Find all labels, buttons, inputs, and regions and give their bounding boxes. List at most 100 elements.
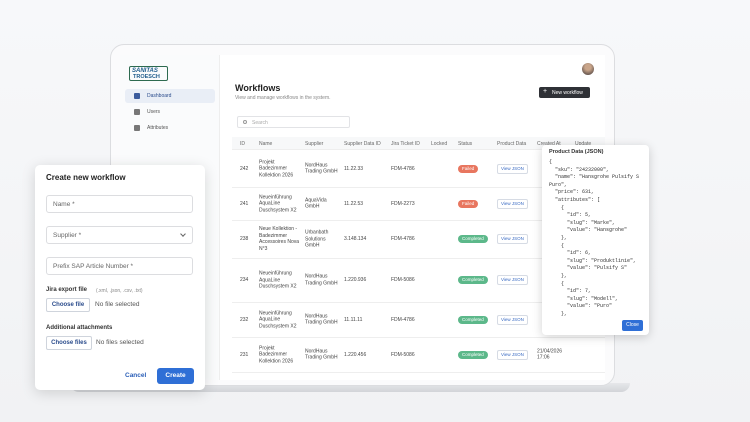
cell-supplier-data-id: 11.22.53 [344, 200, 364, 207]
cell-jira-ticket-id: FDM-4786 [391, 165, 415, 172]
json-line: "value": "Puro" [549, 303, 613, 310]
cell-name: Neueinführung AquaLine Duschsystem X2 [259, 270, 297, 290]
json-line: "price": 631, [549, 189, 595, 196]
button-label: New workflow [552, 90, 583, 96]
table-header [232, 137, 605, 150]
cell-name: Projekt Badezimmer Kollektion 2026 [259, 344, 294, 364]
status-badge: Completed [458, 235, 488, 243]
view-json-button[interactable]: View JSON [497, 234, 528, 244]
cell-id: 234 [240, 276, 249, 283]
column-header: Status [458, 141, 473, 147]
cell-supplier-data-id: 11.22.33 [344, 165, 364, 172]
column-header: Locked [431, 141, 448, 147]
json-line: "id": 5, [549, 212, 592, 219]
status-badge: Completed [458, 276, 488, 284]
nav-item[interactable]: Dashboard [125, 89, 215, 103]
field-label: Jira export file [46, 287, 88, 293]
search-icon [243, 120, 247, 124]
input-field[interactable]: Prefix SAP Article Number * [46, 257, 193, 275]
logo: SANITAS TROESCH [129, 66, 168, 81]
choose-file-button[interactable]: Choose file [46, 298, 90, 312]
column-header: Created At [537, 141, 561, 147]
view-json-button[interactable]: View JSON [497, 275, 528, 285]
status-badge: Completed [458, 315, 488, 324]
cell-name: Projekt Badezimmer Kollektion 2026 [259, 158, 294, 178]
create-button[interactable]: Create [157, 368, 194, 384]
nav-item[interactable]: Users [125, 105, 215, 119]
laptop-base [70, 383, 630, 392]
json-line: }, [549, 311, 568, 317]
column-header: Product Data [497, 141, 527, 147]
search-placeholder: Search [252, 120, 268, 126]
cell-created-at: 21/04/2026 17:06 [537, 348, 563, 361]
json-line: { [549, 280, 565, 287]
nav-icon [134, 93, 140, 99]
cell-name: Neue Kollektion - Badezimmer Accessoires… [259, 226, 300, 252]
nav-item[interactable]: Attributes [125, 121, 215, 135]
json-line: "value": "Pulsify S" [549, 265, 628, 272]
json-line: { [549, 204, 565, 211]
plus-icon: + [543, 88, 548, 95]
cell-id: 241 [240, 200, 249, 207]
search-box[interactable]: Search [237, 116, 350, 128]
nav-label: Attributes [147, 125, 169, 131]
json-line: "slug": "Modell", [549, 295, 619, 302]
choose-files-button[interactable]: Choose files [46, 336, 92, 350]
cell-jira-ticket-id: FDM-4786 [391, 235, 415, 242]
cell-id: 238 [240, 235, 249, 242]
input-field[interactable]: Name * [46, 195, 193, 213]
cell-supplier: AquaVida GmbH [305, 197, 327, 210]
column-header: ID [240, 141, 245, 147]
field-hint: (.xml, .json, .csv, .txt) [96, 288, 143, 294]
row-divider [232, 337, 605, 338]
cell-supplier-data-id: 1.220.456 [344, 351, 367, 358]
close-button[interactable]: Close [622, 320, 643, 331]
json-line: "attributes": [ [549, 197, 601, 203]
cell-jira-ticket-id: FDM-4786 [391, 316, 415, 323]
cell-jira-ticket-id: FDM-2273 [391, 200, 415, 207]
column-header: Update [575, 141, 592, 147]
view-json-button[interactable]: View JSON [497, 349, 528, 360]
page-subtitle: View and manage workflows in the system. [235, 95, 331, 101]
row-divider [232, 258, 605, 259]
cell-supplier: NordHaus Trading GmbH [305, 162, 338, 175]
nav-icon [134, 109, 140, 115]
cancel-button[interactable]: Cancel [125, 372, 147, 379]
cell-supplier: NordHaus Trading GmbH [305, 348, 338, 361]
json-line: }, [549, 235, 568, 241]
cell-jira-ticket-id: FDM-5086 [391, 276, 415, 283]
view-json-button[interactable]: View JSON [497, 314, 528, 325]
cell-id: 231 [240, 351, 249, 358]
cell-supplier-data-id: 11.11.11 [344, 316, 363, 323]
nav-icon [134, 125, 140, 131]
cell-jira-ticket-id: FDM-5086 [391, 351, 415, 358]
nav-label: Users [147, 109, 161, 115]
cell-supplier: NordHaus Trading GmbH [305, 273, 338, 287]
input-placeholder: Supplier * [53, 232, 82, 239]
new-workflow-button[interactable]: + New workflow [539, 87, 590, 98]
status-badge: Failed [458, 199, 479, 208]
nav-label: Dashboard [147, 93, 172, 99]
input-placeholder: Prefix SAP Article Number * [53, 263, 134, 270]
row-divider [232, 187, 605, 188]
cell-supplier-data-id: 3.148.134 [344, 235, 367, 242]
json-line: "value": "Hansgrohe" [549, 227, 628, 234]
cell-name: Neueinführung AquaLine Duschsystem X2 [259, 193, 297, 213]
cell-id: 242 [240, 165, 249, 172]
page-title: Workflows [235, 83, 281, 93]
json-line: { [549, 159, 553, 165]
status-badge: Failed [458, 164, 479, 173]
json-line: Puro", [549, 181, 568, 188]
create-modal: Create new workflow Name * Supplier * Prefi… [35, 165, 205, 390]
logo-text: TROESCH [133, 74, 160, 80]
cell-supplier-data-id: 1.220.936 [344, 276, 367, 283]
json-line: "sku": "24232000", [549, 166, 610, 173]
chevron [180, 231, 186, 237]
json-panel: Product Data (JSON){ "sku": "24232000", … [542, 145, 649, 335]
json-line: "name": "Hansgrohe Pulsify S [549, 174, 640, 181]
view-json-button[interactable]: View JSON [497, 163, 528, 174]
view-json-button[interactable]: View JSON [497, 198, 528, 209]
cell-name: Neueinführung AquaLine Duschsystem X2 [259, 309, 297, 329]
input-field[interactable]: Supplier * [46, 226, 193, 244]
